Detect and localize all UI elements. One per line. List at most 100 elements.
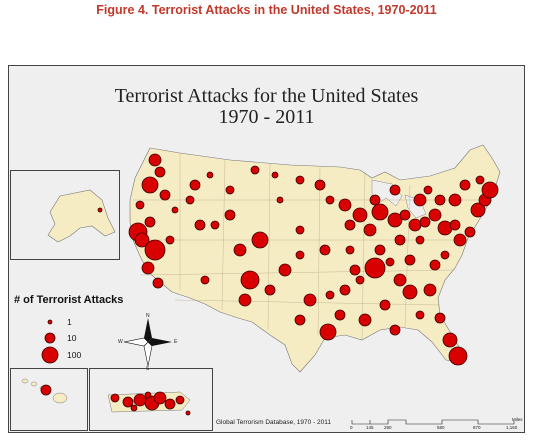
attack-marker (152, 277, 164, 289)
attack-marker (449, 219, 461, 231)
attack-marker (185, 195, 195, 205)
attack-marker (448, 193, 462, 207)
attack-marker (251, 231, 269, 249)
attack-marker (165, 235, 175, 245)
attack-marker (352, 207, 368, 223)
legend-label-1: 1 (67, 317, 72, 327)
attack-marker (141, 176, 159, 194)
attack-marker (206, 171, 214, 179)
attack-marker (404, 254, 416, 266)
map-title: Terrorist Attacks for the United States … (0, 86, 533, 128)
legend-symbols (41, 319, 59, 364)
attack-marker (133, 393, 147, 407)
attack-marker (194, 219, 206, 231)
attack-marker (394, 234, 406, 246)
attack-marker (238, 293, 252, 307)
attack-marker (153, 391, 167, 405)
attack-marker (189, 179, 201, 191)
scale-label-580: 580 (437, 425, 445, 430)
attack-marker (345, 245, 355, 255)
attack-marker (475, 175, 485, 185)
attack-marker (442, 332, 458, 348)
attack-marker (415, 235, 425, 245)
attack-marker (148, 153, 162, 167)
compass-s: S (146, 366, 150, 372)
attack-marker (276, 196, 284, 204)
map-title-line2: 1970 - 2011 (218, 106, 315, 128)
attack-marker (358, 313, 372, 327)
legend-label-100: 100 (67, 350, 82, 360)
compass-rose (123, 318, 172, 367)
scale-label-870: 870 (473, 425, 481, 430)
legend-symbol-100 (41, 346, 59, 364)
attack-marker (429, 259, 441, 271)
attack-marker (130, 404, 138, 412)
compass-n: N (146, 313, 150, 319)
attack-marker (325, 195, 335, 205)
attack-marker (319, 244, 331, 256)
attack-marker (144, 216, 156, 228)
attack-marker (122, 396, 134, 408)
attack-marker (374, 244, 386, 256)
attack-markers (40, 153, 499, 416)
attack-marker (393, 273, 407, 287)
legend-symbol-10 (44, 332, 56, 344)
attack-marker (325, 290, 335, 300)
attack-marker (295, 225, 305, 235)
legend-title: # of Terrorist Attacks (14, 294, 124, 306)
attack-marker (159, 189, 171, 201)
attack-marker (97, 207, 103, 213)
attack-marker (110, 393, 120, 403)
attack-marker (415, 310, 425, 320)
scale-label-0: 0 (350, 425, 353, 430)
attack-marker (40, 384, 52, 396)
attack-marker (379, 299, 391, 311)
map-title-line1: Terrorist Attacks for the United States (114, 85, 419, 107)
attack-marker (371, 203, 389, 221)
scale-label-1160: 1,160 (506, 425, 518, 430)
attack-marker (428, 208, 442, 222)
attack-marker (164, 398, 176, 410)
attack-marker (363, 223, 377, 237)
attack-marker (408, 218, 422, 232)
attack-marker (364, 257, 386, 279)
attack-marker (319, 323, 337, 341)
attack-marker (295, 175, 305, 185)
attack-marker (240, 270, 260, 290)
attack-marker (338, 198, 352, 212)
attack-marker (271, 171, 279, 179)
attack-marker (423, 185, 433, 195)
attack-marker (210, 220, 220, 230)
attack-marker (134, 232, 150, 248)
compass-e: E (174, 339, 178, 345)
attack-marker (200, 275, 210, 285)
attack-marker (423, 283, 437, 297)
attack-marker (344, 219, 356, 231)
attack-marker (385, 257, 395, 267)
attack-marker (464, 226, 476, 238)
attack-marker (470, 202, 486, 218)
attack-marker (225, 185, 235, 195)
scale-bar (351, 419, 515, 425)
scale-unit: Miles (512, 417, 523, 422)
attack-marker (175, 395, 185, 405)
attack-marker (314, 179, 326, 191)
legend-label-10: 10 (67, 333, 77, 343)
scale-label-145: 145 (366, 425, 374, 430)
attack-marker (453, 233, 467, 247)
attack-marker (434, 312, 446, 324)
attack-marker (224, 209, 236, 221)
attack-marker (144, 391, 152, 399)
attack-marker (369, 194, 381, 206)
attack-marker (419, 216, 431, 228)
attack-marker (264, 284, 276, 296)
alaska-shape (47, 189, 116, 243)
attack-marker (355, 275, 365, 285)
hawaii-inset (10, 368, 88, 431)
attack-marker (339, 284, 351, 296)
attack-marker (481, 181, 499, 199)
source-credit: Global Terrorism Database, 1970 - 2011 (216, 419, 332, 426)
attack-marker (448, 346, 468, 366)
attack-marker (141, 261, 155, 275)
